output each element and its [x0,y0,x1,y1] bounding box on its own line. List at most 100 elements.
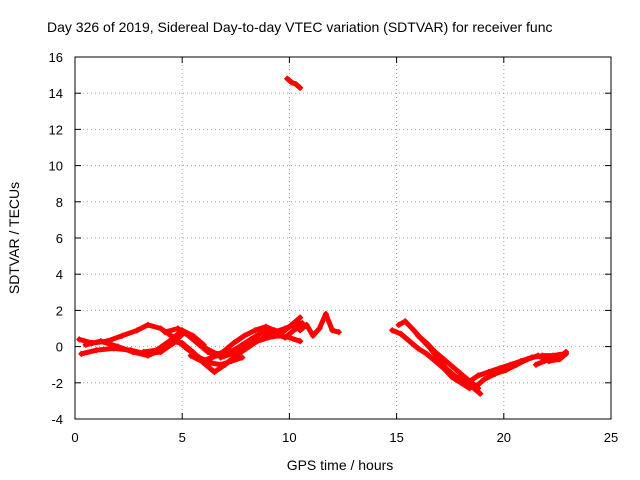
data-point [129,349,136,356]
grid-lines [75,57,611,419]
data-point [174,325,181,332]
data-point [316,325,323,332]
data-point [271,329,278,336]
data-point [449,374,456,381]
data-point [297,84,304,91]
data-point [140,349,147,356]
x-tick-label: 5 [179,430,186,445]
series-trace [284,76,303,91]
data-point [93,347,100,354]
data-point [322,311,329,318]
data-point [492,370,499,377]
data-point [440,356,447,363]
data-point [477,390,484,397]
data-point [290,327,297,334]
data-point [185,332,192,339]
data-point [410,327,417,334]
series-arc-8 [284,75,304,91]
data-point [395,321,402,328]
x-tick-label: 25 [604,430,618,445]
data-point [82,341,89,348]
data-point [502,367,509,374]
data-point [114,343,121,350]
x-tick-label: 15 [389,430,403,445]
data-point [402,318,409,325]
data-point [299,320,306,327]
y-tick-label: 8 [56,195,63,210]
x-tick-label: 20 [497,430,511,445]
data-point [252,327,259,334]
data-point [485,368,492,375]
series-arc-11 [389,327,482,392]
y-tick-label: 6 [56,231,63,246]
data-point [290,321,297,328]
data-point [406,338,413,345]
data-point [550,354,557,361]
data-point [535,352,542,359]
data-point [262,323,269,330]
x-tick-label: 10 [282,430,296,445]
chart-title: Day 326 of 2019, Sidereal Day-to-day VTE… [47,19,553,35]
data-point [297,327,304,334]
data-point [470,385,477,392]
data-point [239,345,246,352]
y-tick-label: -4 [51,412,63,427]
data-series [76,75,569,397]
series-arc-7 [217,320,306,361]
data-point [423,339,430,346]
data-point [524,356,531,363]
data-point [562,349,569,356]
data-point [432,349,439,356]
data-point [209,354,216,361]
data-point [241,332,248,339]
axis-ticks: 0 5 10 15 20 25 -4 -2 0 2 4 6 8 10 12 14 16 [49,50,619,445]
series-arc-15 [532,349,569,368]
y-tick-label: 16 [49,50,63,65]
series-arc-9 [297,311,342,339]
data-point [153,347,160,354]
data-point [78,350,85,357]
data-point [187,352,194,359]
data-point [207,359,214,366]
x-axis-label: GPS time / hours [287,457,394,473]
y-tick-label: 2 [56,303,63,318]
data-point [282,334,289,341]
data-point [464,379,471,386]
data-point [230,339,237,346]
y-axis-label: SDTVAR / TECUs [6,182,22,294]
data-point [219,349,226,356]
data-point [211,368,218,375]
series-trace [162,324,303,359]
data-point [297,314,304,321]
data-point [198,358,205,365]
data-point [282,325,289,332]
data-point [397,330,404,337]
data-point [309,332,316,339]
data-point [475,372,482,379]
data-point [249,339,256,346]
data-point [179,339,186,346]
data-point [541,358,548,365]
data-point [288,79,295,86]
data-point [449,363,456,370]
data-point [97,338,104,345]
data-point [335,329,342,336]
data-point [204,349,211,356]
data-point [513,361,520,368]
data-point [440,365,447,372]
data-point [166,338,173,345]
data-point [415,332,422,339]
data-point [297,338,304,345]
y-tick-label: -2 [51,376,63,391]
data-point [532,361,539,368]
data-point [228,350,235,357]
data-point [481,376,488,383]
data-point [222,361,229,368]
y-tick-label: 0 [56,340,63,355]
series-trace [471,351,569,391]
y-tick-label: 12 [49,122,63,137]
data-point [432,358,439,365]
data-point [389,327,396,334]
data-point [162,329,169,336]
